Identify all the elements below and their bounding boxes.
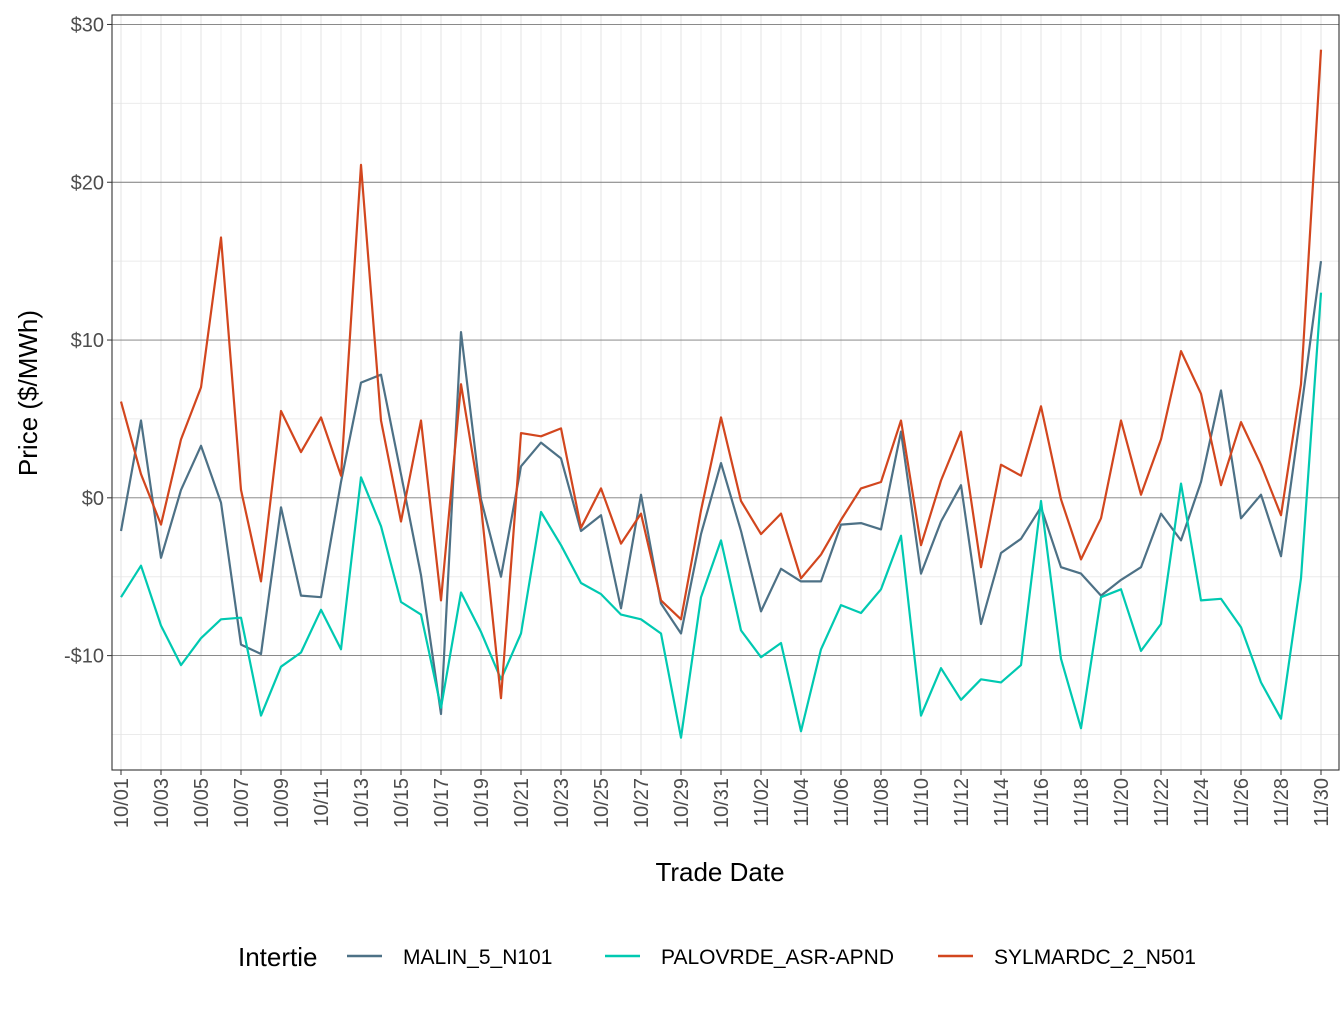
x-tick-label: 11/04: [791, 778, 813, 827]
x-tick-label: 11/22: [1151, 778, 1173, 827]
x-tick-label: 11/12: [951, 778, 973, 827]
x-tick-label: 11/28: [1271, 778, 1293, 827]
x-axis-title: Trade Date: [655, 857, 784, 887]
plot-panel-border: [111, 14, 1340, 771]
x-tick-label: 10/09: [271, 778, 293, 828]
x-tick-label: 10/11: [311, 778, 333, 827]
x-tick-label: 10/07: [231, 778, 253, 828]
x-tick-label: 10/31: [711, 778, 733, 828]
x-tick-label: 10/03: [151, 778, 173, 828]
x-tick-label: 10/19: [471, 778, 493, 828]
y-tick-label: $0: [82, 488, 104, 510]
x-tick-label: 11/24: [1191, 778, 1213, 827]
x-tick-label: 11/16: [1031, 778, 1053, 827]
x-tick-label: 11/06: [831, 778, 853, 827]
y-tick-label: $10: [71, 330, 104, 352]
legend-label: MALIN_5_N101: [403, 946, 552, 969]
x-tick-label: 11/30: [1311, 778, 1333, 827]
legend-title: Intertie: [238, 942, 318, 972]
series-lines: [119, 49, 1323, 739]
series-line-malin-5-n101: [119, 260, 1323, 716]
y-axis-title: Price ($/MWh): [13, 310, 43, 476]
legend: Intertie MALIN_5_N101 PALOVRDE_ASR-APND SY…: [238, 942, 1196, 972]
legend-label: SYLMARDC_2_N501: [994, 946, 1196, 969]
x-axis: 10/01 10/03 10/05 10/07 10/09 10/11 10/13 10/15…: [111, 770, 1333, 828]
x-tick-label: 10/13: [351, 778, 373, 828]
y-tick-label: $20: [71, 172, 104, 194]
x-tick-label: 11/18: [1071, 778, 1093, 827]
y-axis: $30 $20 $10 $0 -$10: [64, 14, 112, 668]
x-tick-label: 11/08: [871, 778, 893, 827]
x-tick-label: 10/23: [551, 778, 573, 828]
x-tick-label: 11/26: [1231, 778, 1253, 827]
legend-label: PALOVRDE_ASR-APND: [661, 946, 894, 969]
x-tick-label: 10/29: [671, 778, 693, 828]
x-tick-label: 11/10: [911, 778, 933, 827]
x-tick-label: 10/01: [111, 778, 133, 828]
x-tick-label: 10/15: [391, 778, 413, 828]
series-line-sylmardc-2-n501: [119, 49, 1323, 700]
x-tick-label: 10/27: [631, 778, 653, 828]
x-tick-label: 10/21: [511, 778, 533, 828]
series-line-palovrde-asr-apnd: [120, 292, 1323, 739]
x-tick-label: 10/17: [431, 778, 453, 828]
x-tick-label: 10/25: [591, 778, 613, 828]
x-tick-label: 10/05: [191, 778, 213, 828]
y-tick-label: -$10: [64, 646, 104, 668]
x-tick-label: 11/02: [751, 778, 773, 827]
y-tick-label: $30: [71, 14, 104, 36]
x-tick-label: 11/20: [1111, 778, 1133, 827]
x-tick-label: 11/14: [991, 778, 1013, 827]
